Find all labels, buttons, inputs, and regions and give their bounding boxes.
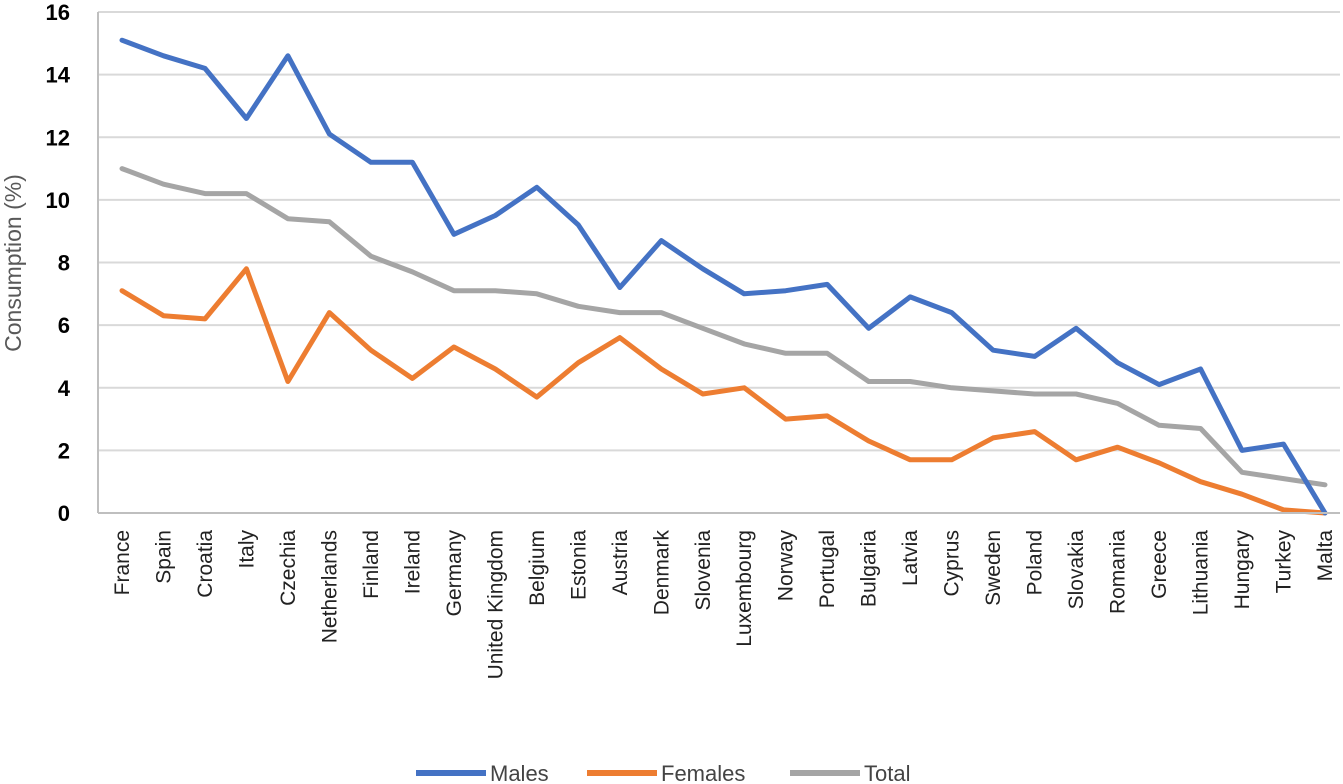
- x-tick-label: Greece: [1148, 530, 1171, 599]
- legend-label-total: Total: [864, 761, 910, 784]
- x-tick-label: Czechia: [277, 530, 300, 606]
- x-tick-label: Ireland: [401, 530, 424, 594]
- x-tick-label: Latvia: [899, 530, 922, 586]
- y-tick-label: 14: [46, 63, 71, 88]
- x-tick-label: United Kingdom: [484, 530, 507, 679]
- x-tick-label: Bulgaria: [858, 530, 881, 607]
- x-tick-label: Finland: [360, 530, 383, 599]
- y-tick-label: 8: [58, 251, 70, 276]
- x-tick-label: Turkey: [1273, 530, 1296, 594]
- x-tick-label: Poland: [1024, 530, 1047, 595]
- legend: Males Females Total: [416, 761, 910, 784]
- series-line-total: [119, 166, 1328, 488]
- y-tick-label: 2: [58, 438, 70, 463]
- x-tick-label: Denmark: [650, 530, 673, 616]
- y-axis-title: Consumption (%): [0, 174, 26, 352]
- series-line-males: [119, 37, 1328, 516]
- y-tick-label: 6: [58, 313, 70, 338]
- y-tick-label: 4: [58, 376, 71, 401]
- y-tick-label: 10: [46, 188, 70, 213]
- x-tick-label: Hungary: [1231, 530, 1254, 610]
- x-axis: [97, 12, 1340, 514]
- x-tick-label: Spain: [153, 530, 176, 584]
- x-tick-label: Luxembourg: [733, 530, 756, 647]
- x-tick-label: Norway: [775, 530, 798, 602]
- x-tick-label: Sweden: [982, 530, 1005, 606]
- gridlines: [98, 11, 1340, 452]
- x-tick-label: France: [111, 530, 134, 595]
- x-axis-ticks: France Spain Croatia Italy Czechia Netherland…: [111, 530, 1337, 680]
- x-tick-label: Cyprus: [941, 530, 964, 597]
- x-tick-label: Portugal: [816, 530, 839, 608]
- x-tick-label: Lithuania: [1190, 530, 1213, 616]
- x-tick-label: Slovenia: [692, 530, 715, 611]
- x-tick-label: Croatia: [194, 530, 217, 598]
- y-tick-label: 16: [46, 0, 70, 25]
- x-tick-label: Romania: [1107, 530, 1130, 614]
- x-tick-label: Belgium: [526, 530, 549, 606]
- series-line-females: [119, 266, 1328, 516]
- y-axis-ticks: 0 2 4 6 8 10 12 14 16: [46, 0, 71, 526]
- x-tick-label: Slovakia: [1065, 530, 1088, 610]
- y-tick-label: 12: [46, 125, 70, 150]
- legend-label-females: Females: [661, 761, 745, 784]
- legend-label-males: Males: [490, 761, 549, 784]
- series-lines: [119, 37, 1328, 516]
- x-tick-label: Italy: [235, 530, 258, 569]
- x-tick-label: Austria: [609, 530, 632, 596]
- x-tick-label: Malta: [1314, 530, 1337, 582]
- x-tick-label: Estonia: [567, 530, 590, 600]
- x-tick-label: Germany: [443, 530, 466, 617]
- y-tick-label: 0: [58, 501, 70, 526]
- x-tick-label: Netherlands: [318, 530, 341, 643]
